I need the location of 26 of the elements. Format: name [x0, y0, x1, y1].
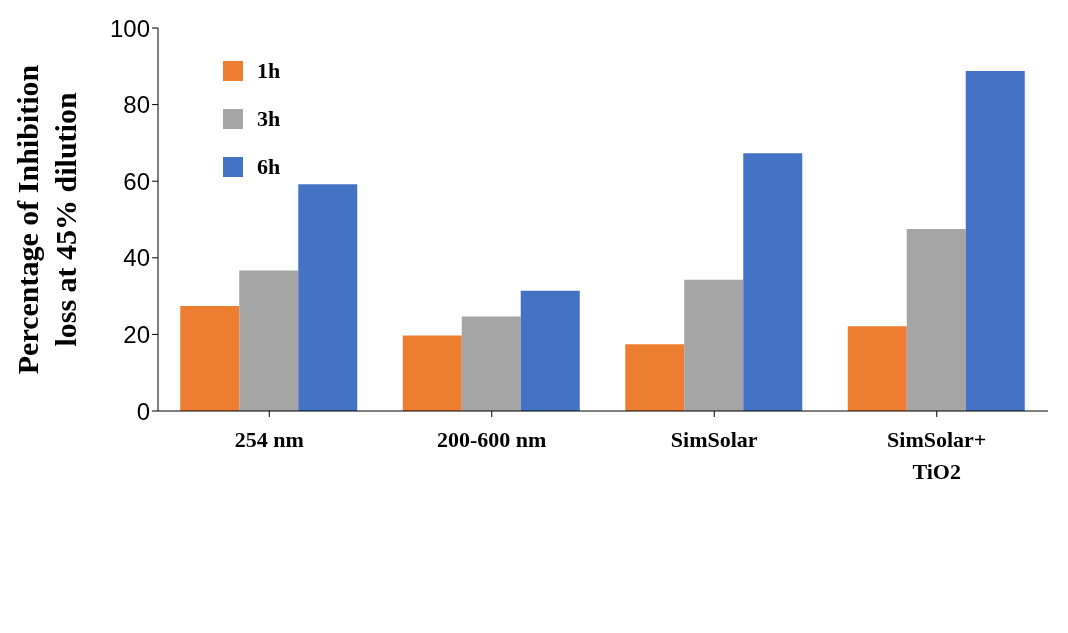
x-tick-label: 200-600 nm [437, 427, 547, 452]
bar [239, 270, 299, 411]
x-tick-label: SimSolar+ TiO2 [887, 427, 987, 484]
bar [520, 290, 580, 411]
y-tick-label: 20 [123, 320, 150, 348]
y-tick-label: 80 [123, 91, 150, 119]
bar [906, 229, 966, 411]
legend-label: 1h [257, 58, 281, 84]
bar [684, 279, 744, 411]
y-axis-title: Percentage of Inhibition loss at 45% dilution [11, 64, 82, 375]
y-tick-label: 0 [136, 397, 150, 425]
bar [847, 326, 907, 411]
bar [402, 335, 462, 411]
bar [298, 184, 358, 411]
x-tick-label: 254 nm [234, 427, 304, 452]
x-tick-label: SimSolar [670, 427, 758, 452]
bar [625, 344, 685, 411]
bar [965, 70, 1025, 411]
y-tick-label: 40 [123, 244, 150, 272]
bar [743, 153, 803, 411]
y-tick-label: 100 [109, 14, 150, 42]
bar [461, 316, 521, 411]
y-tick-label: 60 [123, 167, 150, 195]
bar [180, 306, 240, 411]
legend-label: 6h [257, 154, 281, 180]
legend-label: 3h [257, 106, 281, 132]
